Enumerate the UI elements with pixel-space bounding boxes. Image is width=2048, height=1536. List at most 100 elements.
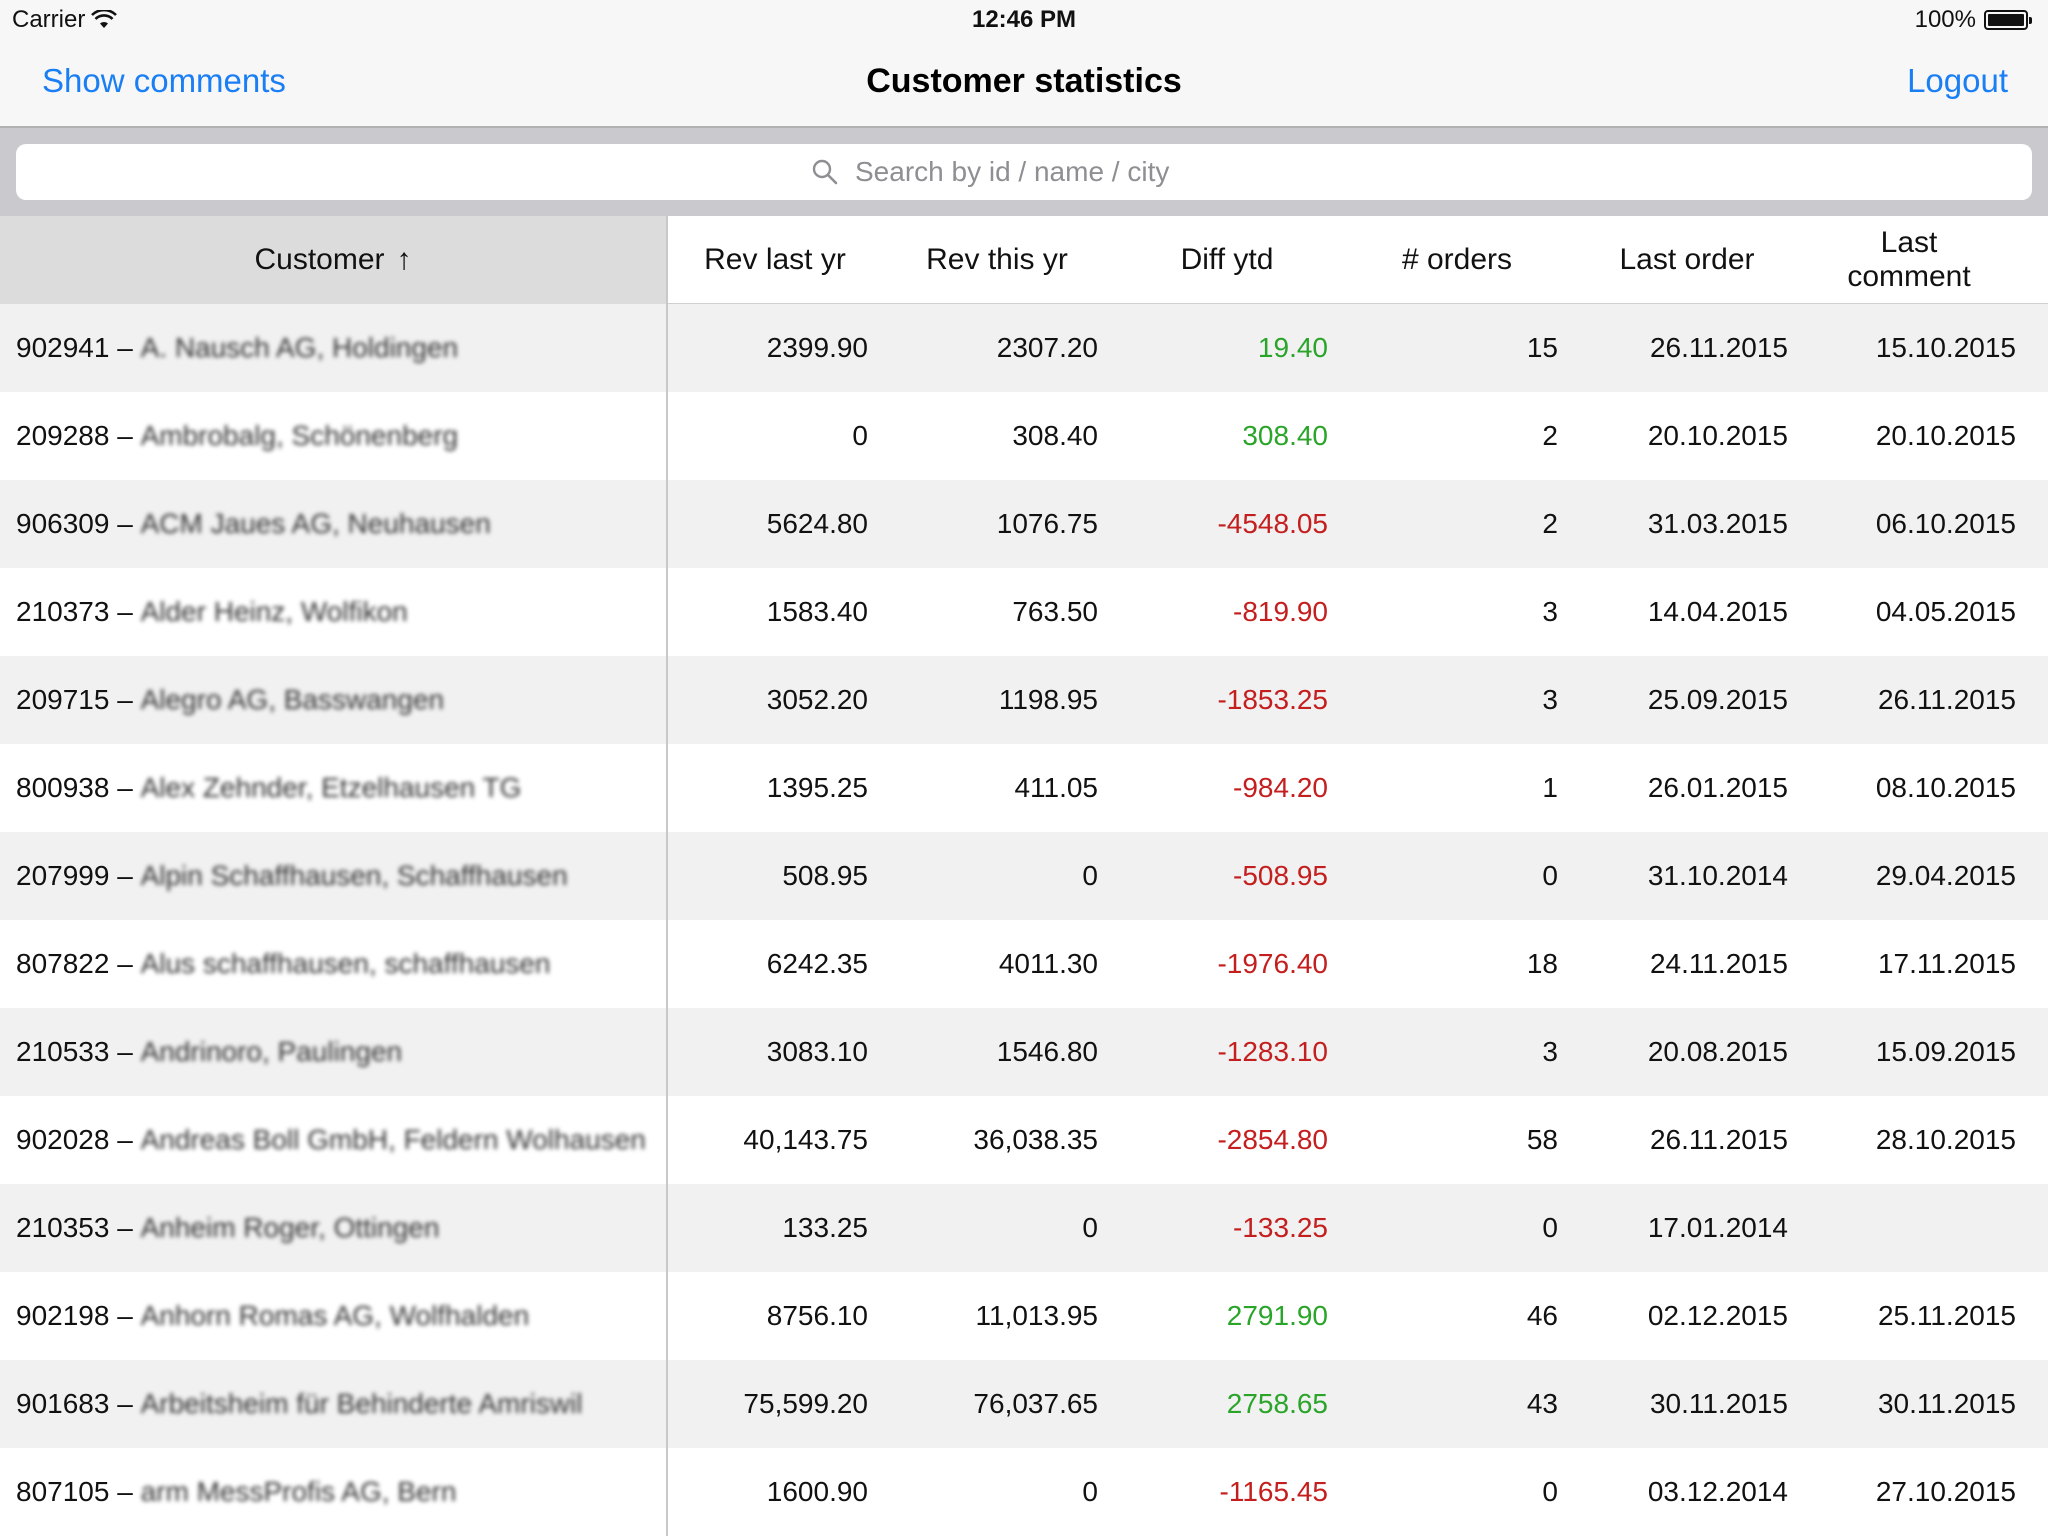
table-row[interactable]: 807105 – arm MessProfis AG, Bern 1600.90 0…: [0, 1448, 2048, 1536]
cell-rev-this-yr: 411.05: [1014, 772, 1098, 803]
column-header-last-order[interactable]: Last order: [1619, 243, 1755, 276]
cell-last-order: 26.11.2015: [1649, 1124, 1788, 1155]
cell-rev-this-yr: 308.40: [1012, 420, 1098, 451]
customer-name: Alegro AG, Basswangen: [140, 684, 445, 715]
table-row[interactable]: 210373 – Alder Heinz, Wolfikon 1583.40 763…: [0, 568, 2048, 656]
cell-rev-this-yr: 1198.95: [998, 684, 1098, 715]
cell-rev-last-yr: 3052.20: [766, 684, 868, 715]
cell-diff-ytd: -4548.05: [1217, 508, 1328, 539]
column-header-last-comment[interactable]: Last comment: [1802, 216, 2032, 304]
cell-orders: 0: [1542, 1212, 1558, 1243]
table-row[interactable]: 210533 – Andrinoro, Paulingen 3083.10 1546…: [0, 1008, 2048, 1096]
cell-rev-this-yr: 1076.75: [996, 508, 1098, 539]
cell-rev-this-yr: 76,037.65: [973, 1388, 1098, 1419]
table-row[interactable]: 209288 – Ambrobalg, Schönenberg 0 308.40 30…: [0, 392, 2048, 480]
show-comments-button[interactable]: Show comments: [42, 62, 286, 99]
cell-last-comment: 15.10.2015: [1875, 332, 2016, 363]
cell-customer: 906309 – ACM Jaues AG, Neuhausen: [0, 480, 668, 568]
cell-rev-last-yr: 75,599.20: [743, 1388, 868, 1419]
wifi-icon: [91, 10, 118, 28]
battery-percent: 100%: [1914, 6, 1976, 33]
cell-orders: 43: [1526, 1388, 1558, 1419]
navigation-bar: Show comments Customer statistics Logout: [0, 40, 2048, 128]
cell-customer: 807822 – Alus schaffhausen, schaffhausen: [0, 920, 668, 1008]
cell-last-order: 17.01.2014: [1647, 1212, 1788, 1243]
cell-orders: 3: [1542, 1036, 1558, 1067]
cell-diff-ytd: 19.40: [1257, 332, 1328, 363]
cell-last-comment: 08.10.2015: [1875, 772, 2016, 803]
cell-customer: 209288 – Ambrobalg, Schönenberg: [0, 392, 668, 480]
cell-rev-last-yr: 5624.80: [766, 508, 868, 539]
customer-name: Alex Zehnder, Etzelhausen TG: [140, 772, 522, 803]
customer-id: 807822: [16, 948, 110, 979]
search-bar: [0, 128, 2048, 216]
customer-name: Andrinoro, Paulingen: [140, 1036, 403, 1067]
cell-rev-last-yr: 1583.40: [766, 596, 868, 627]
search-field[interactable]: [16, 144, 2032, 200]
table-row[interactable]: 902028 – Andreas Boll GmbH, Feldern Wolh…: [0, 1096, 2048, 1184]
cell-last-order: 20.08.2015: [1647, 1036, 1788, 1067]
cell-diff-ytd: -1853.25: [1217, 684, 1328, 715]
column-header-orders[interactable]: # orders: [1401, 243, 1513, 276]
cell-diff-ytd: -508.95: [1233, 860, 1328, 891]
battery-icon: [1984, 10, 2032, 30]
customer-name: Alus schaffhausen, schaffhausen: [140, 948, 551, 979]
cell-customer: 209715 – Alegro AG, Basswangen: [0, 656, 668, 744]
cell-customer: 800938 – Alex Zehnder, Etzelhausen TG: [0, 744, 668, 832]
table-row[interactable]: 902941 – A. Nausch AG, Holdingen 2399.90 2…: [0, 304, 2048, 392]
table-row[interactable]: 207999 – Alpin Schaffhausen, Schaffhause…: [0, 832, 2048, 920]
customer-name: A. Nausch AG, Holdingen: [140, 332, 459, 363]
table-row[interactable]: 807822 – Alus schaffhausen, schaffhausen…: [0, 920, 2048, 1008]
cell-customer: 807105 – arm MessProfis AG, Bern: [0, 1448, 668, 1536]
customer-id: 800938: [16, 772, 110, 803]
table-row[interactable]: 902198 – Anhorn Romas AG, Wolfhalden 8756…: [0, 1272, 2048, 1360]
cell-last-order: 30.11.2015: [1649, 1388, 1788, 1419]
cell-customer: 207999 – Alpin Schaffhausen, Schaffhause…: [0, 832, 668, 920]
cell-diff-ytd: 2791.90: [1226, 1300, 1328, 1331]
cell-diff-ytd: -1165.45: [1219, 1476, 1328, 1507]
cell-rev-last-yr: 1395.25: [766, 772, 868, 803]
clock: 12:46 PM: [971, 6, 1077, 33]
cell-customer: 210353 – Anheim Roger, Ottingen: [0, 1184, 668, 1272]
sort-ascending-icon: ↑: [396, 243, 412, 276]
table-row[interactable]: 906309 – ACM Jaues AG, Neuhausen 5624.80 1…: [0, 480, 2048, 568]
cell-last-comment: 25.11.2015: [1877, 1300, 2016, 1331]
column-header-diff-ytd[interactable]: Diff ytd: [1180, 243, 1274, 276]
table-row[interactable]: 800938 – Alex Zehnder, Etzelhausen TG 139…: [0, 744, 2048, 832]
customer-id: 902941: [16, 332, 110, 363]
cell-rev-last-yr: 8756.10: [766, 1300, 868, 1331]
cell-rev-last-yr: 2399.90: [766, 332, 868, 363]
table-row[interactable]: 210353 – Anheim Roger, Ottingen 133.25 0 -1…: [0, 1184, 2048, 1272]
cell-rev-this-yr: 11,013.95: [975, 1300, 1099, 1331]
cell-orders: 3: [1542, 684, 1558, 715]
cell-rev-this-yr: 0: [1082, 1212, 1098, 1243]
column-header-rev-this-yr[interactable]: Rev this yr: [926, 243, 1068, 276]
cell-rev-this-yr: 36,038.35: [973, 1124, 1098, 1155]
cell-rev-last-yr: 6242.35: [766, 948, 868, 979]
cell-diff-ytd: -984.20: [1233, 772, 1328, 803]
customer-name: Alpin Schaffhausen, Schaffhausen: [140, 860, 568, 891]
table-row[interactable]: 209715 – Alegro AG, Basswangen 3052.20 119…: [0, 656, 2048, 744]
search-input[interactable]: [853, 155, 1237, 189]
customer-id: 902028: [16, 1124, 110, 1155]
customer-id: 209715: [16, 684, 110, 715]
cell-last-order: 31.10.2014: [1647, 860, 1788, 891]
cell-orders: 58: [1526, 1124, 1558, 1155]
table-row[interactable]: 901683 – Arbeitsheim für Behinderte Amri…: [0, 1360, 2048, 1448]
cell-last-comment: 04.05.2015: [1875, 596, 2016, 627]
customer-id: 807105: [16, 1476, 110, 1507]
cell-orders: 2: [1542, 420, 1558, 451]
column-header-rev-last-yr[interactable]: Rev last yr: [704, 243, 846, 276]
battery-indicator: 100%: [1914, 6, 2032, 34]
cell-last-comment: 29.04.2015: [1875, 860, 2016, 891]
status-bar: Carrier 12:46 PM 100%: [0, 0, 2048, 40]
customer-id: 209288: [16, 420, 110, 451]
cell-rev-last-yr: 133.25: [782, 1212, 868, 1243]
cell-rev-last-yr: 0: [852, 420, 868, 451]
cell-rev-this-yr: 2307.20: [996, 332, 1098, 363]
cell-last-order: 25.09.2015: [1647, 684, 1788, 715]
cell-last-order: 26.11.2015: [1649, 332, 1788, 363]
cell-diff-ytd: -1283.10: [1217, 1036, 1328, 1067]
logout-button[interactable]: Logout: [1907, 62, 2008, 99]
column-header-customer[interactable]: Customer ↑: [0, 216, 668, 304]
